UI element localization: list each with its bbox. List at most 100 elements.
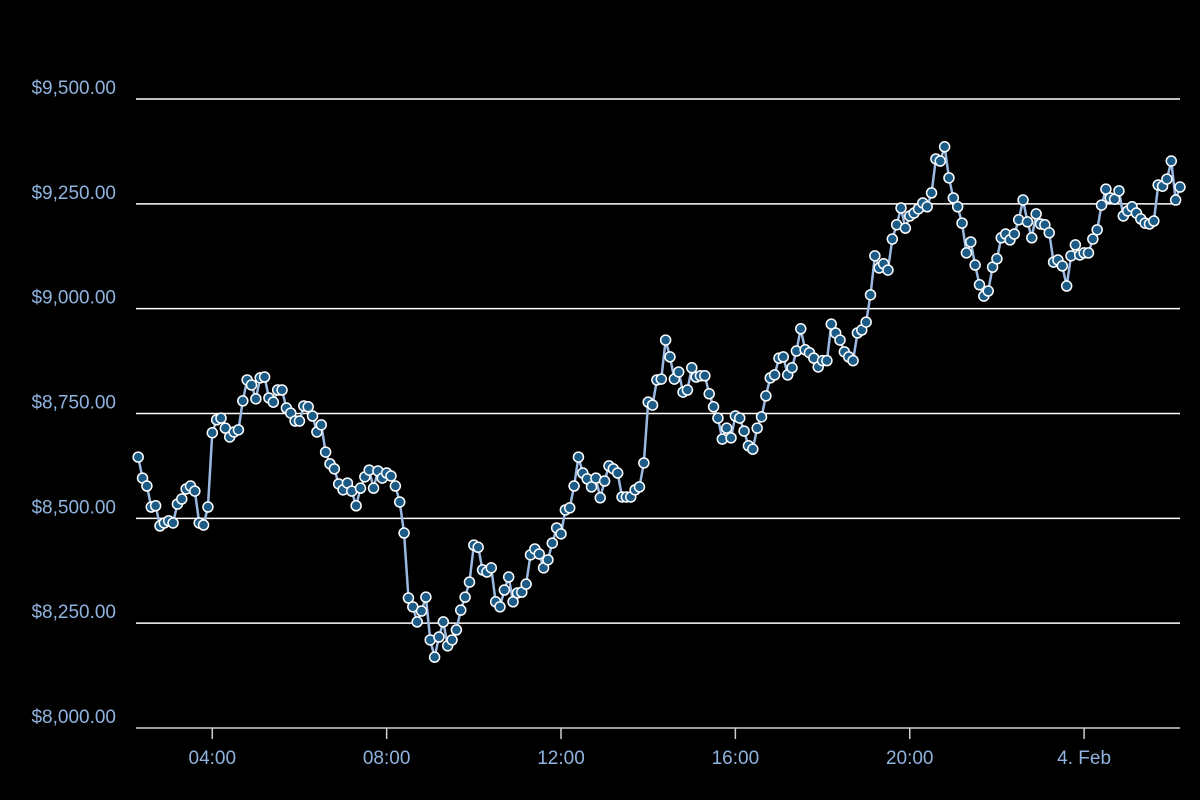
data-point xyxy=(969,259,981,271)
data-point xyxy=(450,624,463,636)
y-tick-label: $8,000.00 xyxy=(31,707,116,728)
data-point xyxy=(646,399,659,411)
data-point xyxy=(276,384,288,396)
data-point xyxy=(659,334,672,346)
data-point xyxy=(1148,215,1160,227)
data-point xyxy=(1056,260,1069,272)
data-point xyxy=(215,412,227,424)
data-point xyxy=(864,289,877,301)
data-point xyxy=(1021,216,1034,228)
data-point xyxy=(712,412,724,424)
data-point xyxy=(149,500,162,512)
data-point xyxy=(1165,155,1178,167)
data-point xyxy=(1087,233,1099,245)
x-tick-label: 04:00 xyxy=(189,748,237,769)
data-point xyxy=(411,616,423,628)
data-point xyxy=(189,485,201,497)
data-point xyxy=(686,362,698,374)
data-point xyxy=(594,492,606,504)
y-tick-label: $8,250.00 xyxy=(31,602,116,623)
data-point xyxy=(943,172,955,184)
data-point xyxy=(520,578,532,590)
data-point xyxy=(1008,228,1021,240)
data-point xyxy=(934,155,947,167)
data-point xyxy=(1026,232,1038,244)
data-point xyxy=(947,192,960,204)
x-tick-label: 16:00 xyxy=(712,748,760,769)
data-point xyxy=(494,601,506,613)
data-point xyxy=(991,253,1003,265)
data-point xyxy=(777,351,790,363)
data-point xyxy=(232,424,245,436)
data-point xyxy=(720,422,733,434)
y-tick-label: $9,500.00 xyxy=(31,78,116,99)
data-point xyxy=(485,562,498,574)
data-point xyxy=(921,201,933,213)
data-point xyxy=(555,528,567,540)
data-point xyxy=(437,616,450,628)
data-point xyxy=(542,554,554,566)
data-point xyxy=(572,451,585,463)
data-point xyxy=(459,591,471,603)
data-point xyxy=(455,604,467,616)
x-tick-label: 08:00 xyxy=(363,748,411,769)
data-point xyxy=(1030,208,1042,220)
data-point xyxy=(206,427,219,439)
data-point xyxy=(293,415,306,427)
data-point xyxy=(1113,185,1125,197)
data-point xyxy=(267,396,280,408)
data-point xyxy=(141,480,153,492)
data-point xyxy=(956,217,968,229)
data-point xyxy=(402,592,415,604)
data-point xyxy=(869,250,881,262)
data-point xyxy=(925,187,938,199)
data-point xyxy=(1082,247,1095,259)
data-point xyxy=(585,481,598,493)
y-tick-label: $8,750.00 xyxy=(31,393,116,414)
data-point xyxy=(611,467,624,479)
data-point xyxy=(655,373,668,385)
data-point xyxy=(973,279,986,291)
data-point xyxy=(306,410,319,422)
data-point xyxy=(895,202,907,214)
data-point xyxy=(533,548,545,560)
data-point xyxy=(315,419,328,431)
y-tick-label: $9,000.00 xyxy=(31,288,116,309)
data-point xyxy=(568,480,580,492)
data-point xyxy=(502,571,515,583)
data-point xyxy=(1043,227,1055,239)
data-point xyxy=(1161,173,1173,185)
data-point xyxy=(982,285,994,297)
data-point xyxy=(319,446,332,458)
data-point xyxy=(367,482,380,494)
data-point xyxy=(725,432,737,444)
data-point xyxy=(882,264,894,276)
data-point xyxy=(197,519,210,531)
data-point xyxy=(834,334,846,346)
data-point xyxy=(886,233,899,245)
data-point xyxy=(463,576,476,588)
data-point xyxy=(795,323,807,335)
data-point xyxy=(546,537,559,549)
data-point xyxy=(1100,183,1112,195)
data-point xyxy=(176,493,188,505)
data-point xyxy=(420,591,432,603)
data-point xyxy=(672,366,685,378)
data-point xyxy=(507,596,519,608)
data-point xyxy=(825,318,838,330)
x-tick-label: 20:00 xyxy=(886,748,934,769)
data-point xyxy=(707,401,720,413)
data-point xyxy=(1091,224,1103,236)
data-point xyxy=(951,201,964,213)
data-point xyxy=(760,390,772,402)
data-point xyxy=(1169,194,1182,206)
data-point xyxy=(1017,194,1029,206)
data-point xyxy=(1069,239,1082,251)
data-point xyxy=(350,500,362,512)
y-tick-label: $9,250.00 xyxy=(31,183,116,204)
data-point xyxy=(821,354,833,367)
data-point xyxy=(302,401,314,413)
data-point xyxy=(1174,181,1186,193)
data-point xyxy=(786,362,798,374)
